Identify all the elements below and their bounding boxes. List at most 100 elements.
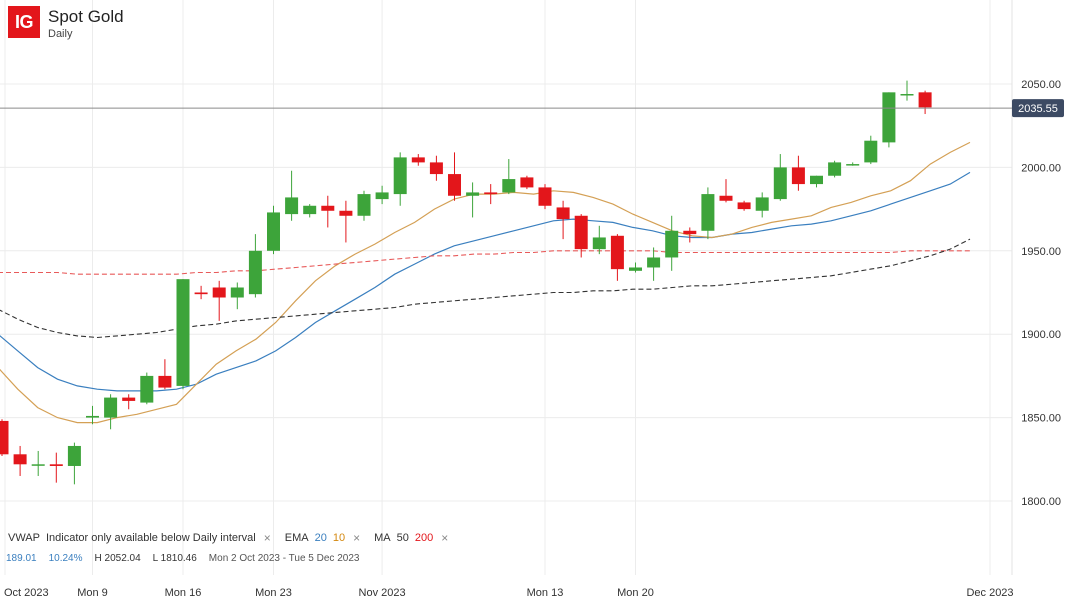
- candle-up: [810, 175, 823, 188]
- candle-down: [574, 214, 588, 258]
- candle-up: [104, 394, 118, 430]
- candle-up: [285, 170, 299, 221]
- ma-label: MA: [374, 532, 391, 544]
- candle-down: [158, 359, 172, 390]
- candle-down: [49, 452, 63, 483]
- date-range: Mon 2 Oct 2023 - Tue 5 Dec 2023: [208, 553, 360, 564]
- change-value: 189.01: [6, 553, 37, 564]
- candle-body: [701, 194, 715, 231]
- y-tick-label: 1900.00: [1021, 329, 1061, 341]
- candle-down: [0, 419, 9, 456]
- candle-up: [303, 204, 317, 218]
- candle-down: [212, 280, 226, 321]
- ema-label: EMA: [284, 532, 309, 544]
- candle-body: [574, 215, 588, 250]
- current-price-tag: [1012, 99, 1064, 118]
- candle-body: [393, 157, 407, 195]
- candle-body: [31, 464, 45, 466]
- y-tick-label: 2050.00: [1021, 79, 1061, 91]
- candle-body: [520, 177, 534, 188]
- candles: [0, 80, 932, 485]
- candle-body: [267, 212, 280, 251]
- candle-body: [0, 420, 9, 455]
- candle-body: [610, 235, 624, 270]
- candle-body: [321, 205, 335, 211]
- x-tick-label: Mon 16: [165, 587, 202, 599]
- candle-body: [194, 292, 208, 295]
- candle-up: [375, 185, 389, 205]
- candle-body: [556, 207, 570, 220]
- candle-body: [86, 415, 99, 418]
- candle-body: [592, 237, 606, 250]
- candle-body: [230, 287, 244, 298]
- candle-body: [737, 202, 751, 210]
- candle-down: [411, 154, 425, 166]
- high-value: H 2052.04: [94, 553, 141, 564]
- candle-up: [86, 405, 99, 425]
- candle-body: [629, 267, 642, 271]
- candle-up: [176, 279, 190, 390]
- y-tick-label: 2000.00: [1021, 162, 1061, 174]
- candle-down: [448, 152, 461, 201]
- candle-body: [882, 92, 896, 143]
- candle-body: [864, 140, 878, 163]
- x-tick-label: Mon 9: [77, 587, 108, 599]
- candle-body: [285, 197, 299, 215]
- candle-body: [140, 375, 154, 403]
- candle-up: [67, 442, 81, 485]
- candle-body: [357, 194, 371, 216]
- x-tick-label: Mon 20: [617, 587, 654, 599]
- current-price-label: 2035.55: [1018, 103, 1058, 115]
- candle-body: [918, 92, 932, 108]
- candle-up: [140, 372, 154, 405]
- candle-down: [520, 175, 534, 190]
- candle-up: [701, 187, 715, 240]
- candle-down: [683, 227, 697, 243]
- candle-down: [194, 285, 208, 300]
- candle-body: [104, 397, 118, 418]
- candle-body: [665, 230, 679, 258]
- candle-up: [882, 92, 896, 148]
- candle-down: [918, 90, 932, 115]
- candle-down: [610, 234, 624, 281]
- remove-vwap-icon[interactable]: ×: [263, 531, 271, 545]
- remove-ma-icon[interactable]: ×: [441, 531, 449, 545]
- ma-200-value: 200: [414, 532, 434, 544]
- candle-up: [864, 135, 878, 165]
- ema-20-value: 20: [314, 532, 327, 544]
- candle-up: [592, 225, 606, 255]
- candle-up: [248, 234, 262, 298]
- candle-down: [339, 200, 353, 243]
- candle-body: [538, 187, 552, 206]
- x-tick-label: Oct 2023: [4, 587, 49, 599]
- low-value: L 1810.46: [152, 553, 197, 564]
- candle-body: [176, 279, 190, 386]
- candle-body: [212, 287, 226, 298]
- ema-10-value: 10: [332, 532, 346, 544]
- vwap-label: VWAP: [8, 532, 40, 544]
- candle-down: [122, 394, 136, 410]
- y-tick-label: 1950.00: [1021, 246, 1061, 258]
- y-tick-label: 1850.00: [1021, 413, 1061, 425]
- grid: [0, 0, 1013, 575]
- series-line-ma-200: [0, 238, 971, 339]
- indicator-legend: VWAP Indicator only available below Dail…: [8, 531, 462, 545]
- candle-body: [683, 230, 697, 235]
- moving-averages: [0, 141, 971, 424]
- candle-down: [719, 179, 733, 203]
- candle-up: [31, 450, 45, 476]
- candle-body: [846, 164, 860, 166]
- candle-body: [484, 192, 498, 195]
- candle-body: [158, 375, 172, 388]
- candle-down: [538, 184, 552, 210]
- ma-50-value: 50: [396, 532, 409, 544]
- remove-ema-icon[interactable]: ×: [353, 531, 361, 545]
- candle-body: [828, 162, 842, 176]
- candle-up: [665, 215, 679, 271]
- candle-down: [13, 445, 27, 476]
- candle-body: [303, 205, 317, 215]
- candle-up: [357, 190, 371, 221]
- ig-logo: IG: [8, 6, 40, 38]
- candle-body: [448, 174, 461, 196]
